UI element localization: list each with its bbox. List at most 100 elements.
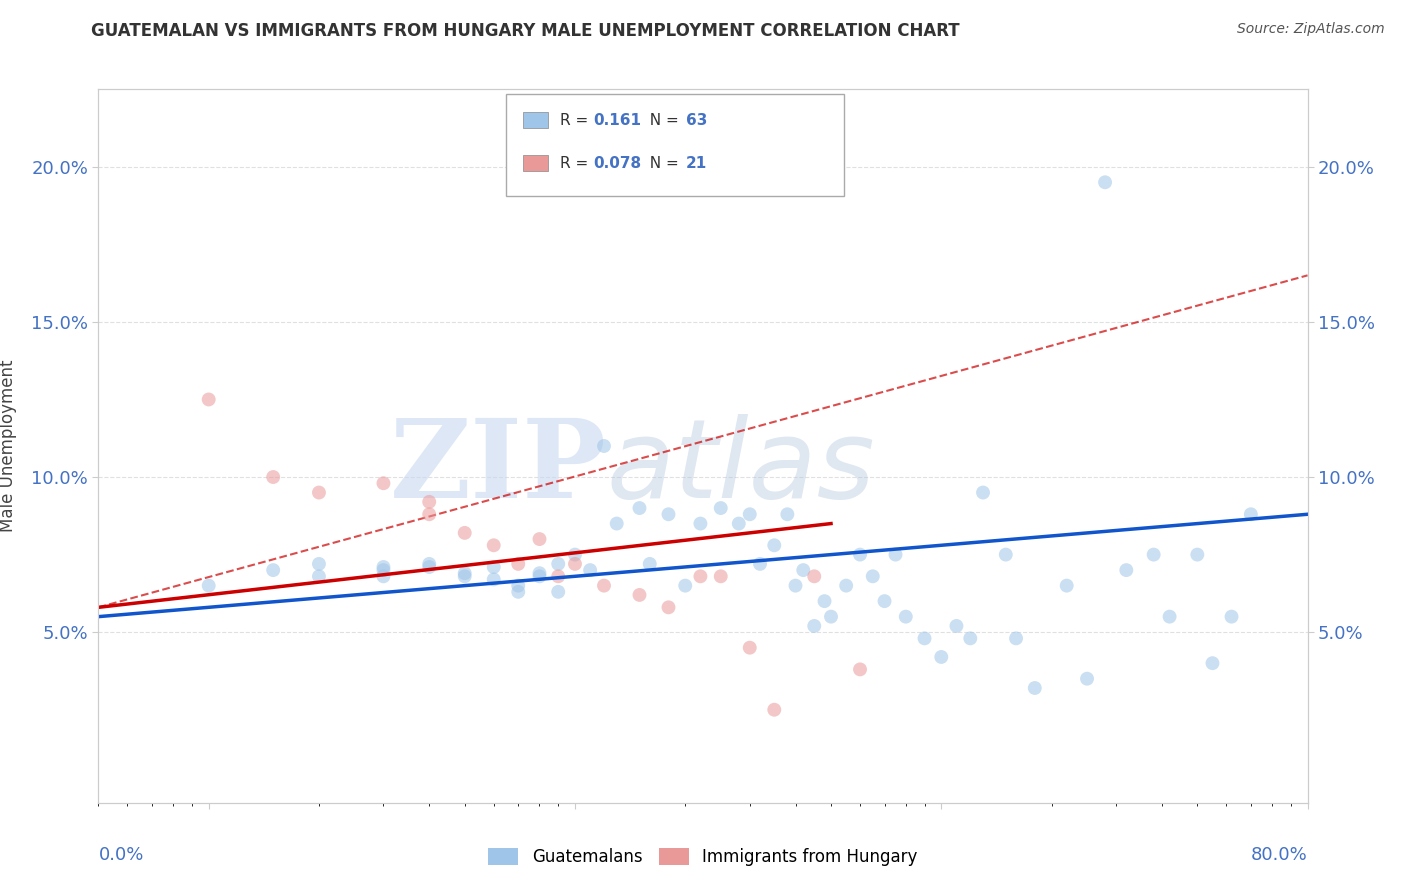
Point	[454, 525, 477, 540]
Point	[849, 662, 872, 676]
Point	[529, 532, 551, 546]
Point	[894, 609, 917, 624]
Text: R =: R =	[560, 156, 593, 170]
Point	[673, 579, 696, 593]
Point	[657, 600, 679, 615]
Point	[738, 508, 761, 522]
Point	[959, 632, 981, 646]
Point	[197, 579, 219, 593]
Text: 63: 63	[686, 113, 707, 128]
Point	[994, 548, 1017, 562]
Point	[689, 516, 711, 531]
Point	[418, 508, 440, 522]
Point	[308, 485, 330, 500]
Point	[835, 579, 858, 593]
Legend: Guatemalans, Immigrants from Hungary: Guatemalans, Immigrants from Hungary	[482, 841, 924, 873]
Point	[262, 563, 284, 577]
Point	[593, 579, 616, 593]
Point	[738, 640, 761, 655]
Point	[749, 557, 772, 571]
Point	[418, 495, 440, 509]
Point	[1024, 681, 1046, 695]
Text: 0.161: 0.161	[593, 113, 641, 128]
Point	[849, 548, 872, 562]
Point	[1094, 175, 1116, 189]
Point	[803, 619, 825, 633]
Point	[529, 569, 551, 583]
Point	[454, 566, 477, 581]
Point	[579, 563, 602, 577]
Point	[657, 508, 679, 522]
Point	[813, 594, 835, 608]
Point	[197, 392, 219, 407]
Point	[710, 569, 733, 583]
Point	[972, 485, 994, 500]
Point	[529, 566, 551, 581]
Point	[710, 501, 733, 516]
Point	[1159, 609, 1181, 624]
Text: 0.0%: 0.0%	[98, 846, 143, 863]
Point	[508, 584, 530, 599]
Point	[628, 588, 651, 602]
Point	[689, 569, 711, 583]
Text: 21: 21	[686, 156, 707, 170]
Point	[508, 557, 530, 571]
Point	[914, 632, 936, 646]
Point	[884, 548, 907, 562]
Point	[820, 609, 842, 624]
Point	[373, 563, 395, 577]
Point	[628, 501, 651, 516]
Point	[564, 557, 586, 571]
Text: GUATEMALAN VS IMMIGRANTS FROM HUNGARY MALE UNEMPLOYMENT CORRELATION CHART: GUATEMALAN VS IMMIGRANTS FROM HUNGARY MA…	[91, 22, 960, 40]
Point	[1115, 563, 1137, 577]
Point	[1143, 548, 1166, 562]
Point	[945, 619, 967, 633]
Text: ZIP: ZIP	[389, 414, 606, 521]
Point	[792, 563, 814, 577]
Point	[803, 569, 825, 583]
Text: N =: N =	[640, 113, 683, 128]
Point	[418, 557, 440, 571]
Point	[1220, 609, 1243, 624]
Point	[763, 538, 786, 552]
Point	[418, 560, 440, 574]
Y-axis label: Male Unemployment: Male Unemployment	[0, 359, 17, 533]
Point	[785, 579, 807, 593]
Point	[547, 584, 569, 599]
Point	[308, 569, 330, 583]
Point	[308, 557, 330, 571]
Point	[564, 548, 586, 562]
Point	[776, 508, 799, 522]
Point	[1201, 656, 1223, 670]
Text: N =: N =	[640, 156, 683, 170]
Text: R =: R =	[560, 113, 593, 128]
Point	[1005, 632, 1028, 646]
Point	[508, 579, 530, 593]
Point	[454, 569, 477, 583]
Point	[373, 476, 395, 491]
Text: Source: ZipAtlas.com: Source: ZipAtlas.com	[1237, 22, 1385, 37]
Point	[862, 569, 884, 583]
Point	[1076, 672, 1098, 686]
Point	[262, 470, 284, 484]
Text: 0.078: 0.078	[593, 156, 641, 170]
Point	[547, 569, 569, 583]
Point	[763, 703, 786, 717]
Point	[1187, 548, 1209, 562]
Point	[373, 569, 395, 583]
Point	[1240, 508, 1263, 522]
Point	[638, 557, 661, 571]
Point	[482, 573, 505, 587]
Text: atlas: atlas	[606, 414, 875, 521]
Point	[547, 557, 569, 571]
Point	[873, 594, 896, 608]
Point	[727, 516, 749, 531]
Text: 80.0%: 80.0%	[1251, 846, 1308, 863]
Point	[482, 560, 505, 574]
Point	[373, 560, 395, 574]
Point	[593, 439, 616, 453]
Point	[1056, 579, 1078, 593]
Point	[606, 516, 628, 531]
Point	[482, 538, 505, 552]
Point	[929, 650, 952, 665]
